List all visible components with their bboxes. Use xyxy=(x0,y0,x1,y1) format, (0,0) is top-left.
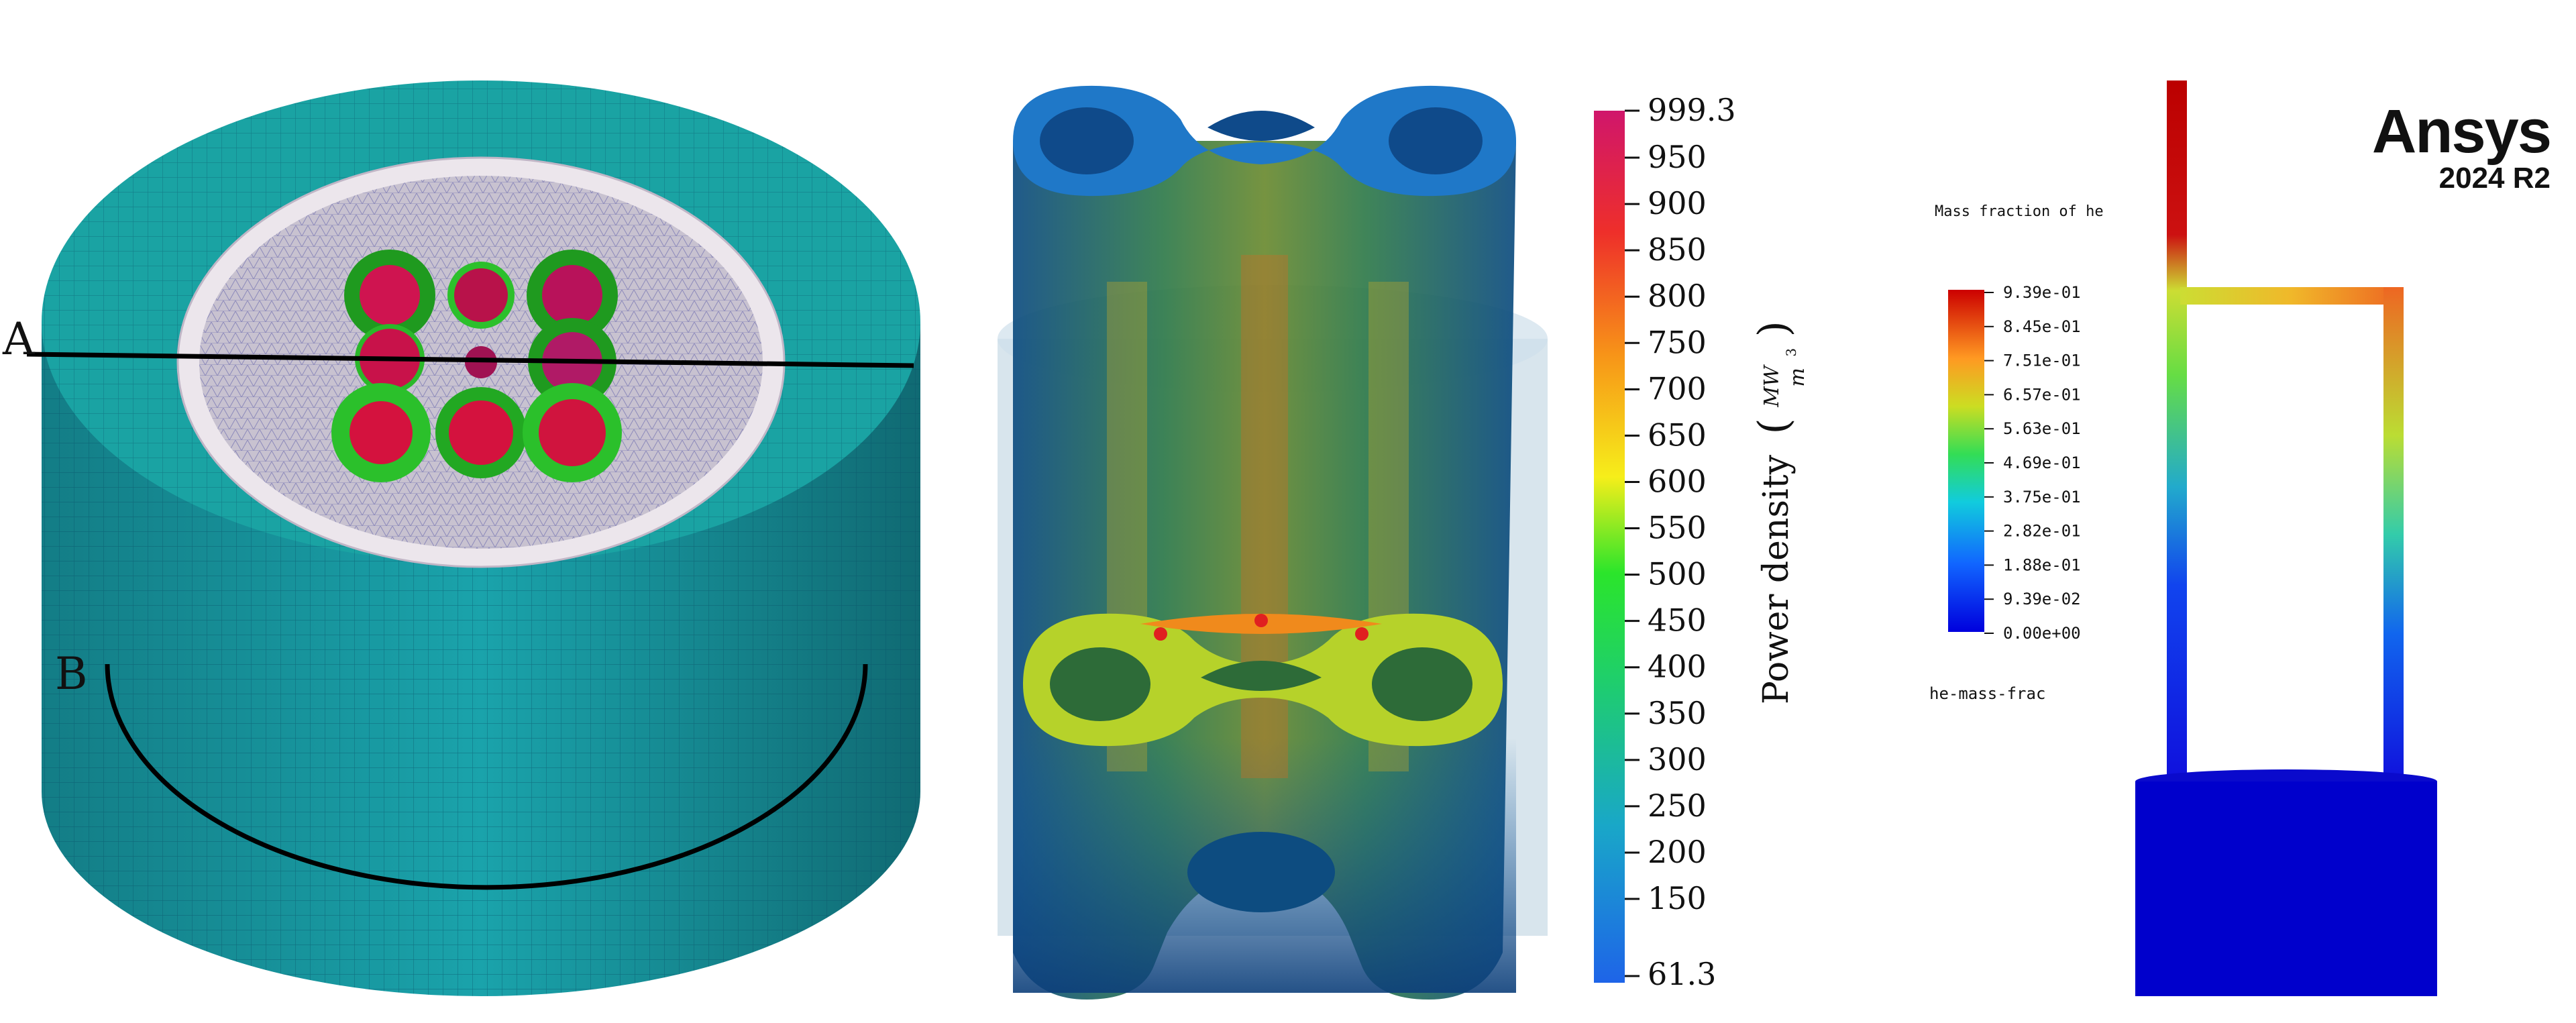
power-colorbar xyxy=(1594,111,1625,983)
power-density-panel: 950 900 850 800 750 700 650 600 550 500 450 400 350 3… xyxy=(998,85,1813,1000)
power-colorbar-ticks: 950 900 850 800 750 700 650 600 550 500 450 400 350 3… xyxy=(1625,139,1707,916)
mass-tick-label: 8.45e-01 xyxy=(2003,317,2081,336)
fuel-elements xyxy=(331,250,622,482)
power-tick-label: 850 xyxy=(1648,231,1707,268)
power-tick-label: 650 xyxy=(1648,417,1707,453)
power-tick-label: 400 xyxy=(1648,649,1707,685)
power-tick-label: 600 xyxy=(1648,463,1707,499)
mass-tick-label: 4.69e-01 xyxy=(2003,453,2081,472)
ansys-version: 2024 R2 xyxy=(2438,162,2551,195)
label-b: B xyxy=(55,648,88,700)
variable-name: he-mass-frac xyxy=(1929,684,2045,703)
mass-tick-label: 0.00e+00 xyxy=(2003,624,2081,643)
hot-cross-section xyxy=(1023,613,1503,747)
power-tick-label: 750 xyxy=(1648,324,1707,360)
power-tick-label: 150 xyxy=(1648,880,1707,916)
mesh-cylinder-panel: A B xyxy=(2,80,920,996)
colorbar-title: Power density ( MW m 3 ) xyxy=(1747,321,1813,704)
mass-tick-label: 3.75e-01 xyxy=(2003,488,2081,506)
mass-fraction-colorbar xyxy=(1948,290,1984,632)
ansys-logo: Ansys 2024 R2 xyxy=(2371,97,2552,195)
label-a: A xyxy=(2,313,36,365)
mass-fraction-ticks: 9.39e-01 8.45e-01 7.51e-01 6.57e-01 5.63e-01… xyxy=(1984,283,2081,643)
pipe-right xyxy=(2383,287,2404,782)
ansys-pipe-panel: Mass fraction of he 9.39e-01 8.45e-01 7.51… xyxy=(1929,80,2437,996)
mass-tick-label: 9.39e-01 xyxy=(2003,283,2081,302)
power-tick-label: 550 xyxy=(1648,510,1707,546)
power-tick-label: 900 xyxy=(1648,185,1707,221)
ansys-brand: Ansys xyxy=(2371,97,2552,166)
mass-tick-label: 6.57e-01 xyxy=(2003,385,2081,404)
power-tick-label: 700 xyxy=(1648,370,1707,407)
power-tick-label: 200 xyxy=(1648,834,1707,870)
colorbar-min-label: 61.3 xyxy=(1648,956,1716,992)
mass-tick-label: 2.82e-01 xyxy=(2003,522,2081,541)
power-tick-label: 250 xyxy=(1648,788,1707,824)
power-tick-label: 800 xyxy=(1648,278,1707,314)
mass-tick-label: 9.39e-02 xyxy=(2003,590,2081,608)
column-top xyxy=(1013,85,1516,197)
mass-tick-label: 7.51e-01 xyxy=(2003,352,2081,370)
power-tick-label: 500 xyxy=(1648,556,1707,592)
power-tick-label: 350 xyxy=(1648,695,1707,731)
colorbar-max-label: 999.3 xyxy=(1648,92,1736,128)
pipe-left xyxy=(2167,80,2187,782)
power-tick-label: 450 xyxy=(1648,602,1707,639)
tank xyxy=(2135,782,2437,996)
section-line-b xyxy=(105,663,868,890)
mass-tick-label: 5.63e-01 xyxy=(2003,419,2081,438)
mass-tick-label: 1.88e-01 xyxy=(2003,555,2081,574)
pipe-top xyxy=(2180,287,2402,305)
power-tick-label: 300 xyxy=(1648,741,1707,777)
legend-title: Mass fraction of he xyxy=(1935,203,2104,220)
power-tick-label: 950 xyxy=(1648,139,1707,175)
section-line-a xyxy=(26,352,914,368)
